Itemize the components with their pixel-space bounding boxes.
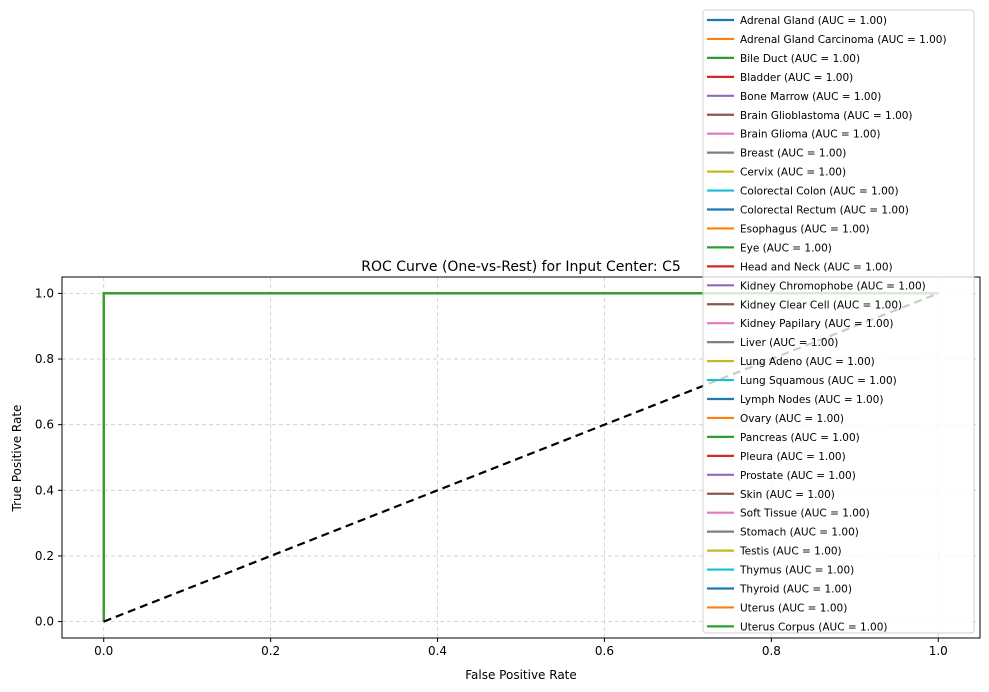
legend-label: Brain Glioma (AUC = 1.00) — [740, 129, 881, 141]
y-axis-label: True Positive Rate — [10, 405, 24, 513]
legend-entry: Uterus Corpus (AUC = 1.00) — [707, 621, 888, 633]
legend-label: Kidney Chromophobe (AUC = 1.00) — [740, 280, 926, 292]
legend-label: Eye (AUC = 1.00) — [740, 242, 832, 254]
legend-label: Thyroid (AUC = 1.00) — [739, 584, 852, 596]
legend-label: Brain Glioblastoma (AUC = 1.00) — [740, 110, 913, 122]
legend-box — [702, 9, 975, 634]
legend-entry: Adrenal Gland Carcinoma (AUC = 1.00) — [707, 34, 947, 46]
legend-label: Pleura (AUC = 1.00) — [740, 451, 846, 463]
legend-label: Soft Tissue (AUC = 1.00) — [740, 508, 870, 520]
legend-entry: Liver (AUC = 1.00) — [707, 337, 838, 349]
legend-entry: Ovary (AUC = 1.00) — [707, 413, 844, 425]
series-line-32 — [102, 292, 939, 622]
legend-entry: Lung Adeno (AUC = 1.00) — [707, 356, 875, 368]
y-tick-label: 0.8 — [35, 352, 54, 366]
x-tick-label: 0.6 — [595, 644, 614, 658]
series-lines — [102, 292, 939, 622]
legend-entry: Eye (AUC = 1.00) — [707, 242, 832, 254]
legend-label: Colorectal Colon (AUC = 1.00) — [740, 186, 899, 198]
legend-label: Stomach (AUC = 1.00) — [740, 527, 859, 539]
legend-entry: Thymus (AUC = 1.00) — [707, 565, 854, 577]
legend-entry: Breast (AUC = 1.00) — [707, 148, 846, 160]
legend-label: Thymus (AUC = 1.00) — [739, 565, 854, 577]
legend-label: Bile Duct (AUC = 1.00) — [740, 53, 860, 65]
legend-entry: Colorectal Rectum (AUC = 1.00) — [707, 205, 909, 217]
legend-entry: Pleura (AUC = 1.00) — [707, 451, 846, 463]
legend-label: Colorectal Rectum (AUC = 1.00) — [740, 205, 909, 217]
x-tick-label: 0.2 — [261, 644, 280, 658]
y-tick-label: 1.0 — [35, 286, 54, 300]
legend-entry: Adrenal Gland (AUC = 1.00) — [707, 15, 887, 27]
legend-entry: Uterus (AUC = 1.00) — [707, 602, 847, 614]
x-axis-ticks: 0.0 0.2 0.4 0.6 0.8 1.0 — [94, 638, 948, 658]
x-tick-label: 0.8 — [762, 644, 781, 658]
x-tick-label: 0.4 — [428, 644, 447, 658]
legend-entry: Stomach (AUC = 1.00) — [707, 527, 859, 539]
legend-entry: Bone Marrow (AUC = 1.00) — [707, 91, 881, 103]
legend-label: Skin (AUC = 1.00) — [740, 489, 835, 501]
legend-label: Adrenal Gland (AUC = 1.00) — [740, 15, 887, 27]
legend: Adrenal Gland (AUC = 1.00) Adrenal Gland … — [702, 9, 975, 634]
legend-label: Liver (AUC = 1.00) — [740, 337, 838, 349]
y-tick-label: 0.4 — [35, 483, 54, 497]
legend-entry: Cervix (AUC = 1.00) — [707, 167, 846, 179]
legend-entry: Head and Neck (AUC = 1.00) — [707, 261, 893, 273]
legend-entry: Thyroid (AUC = 1.00) — [707, 584, 852, 596]
legend-entry: Soft Tissue (AUC = 1.00) — [707, 508, 870, 520]
legend-entry: Brain Glioblastoma (AUC = 1.00) — [707, 110, 913, 122]
y-tick-label: 0.0 — [35, 615, 54, 629]
legend-label: Kidney Clear Cell (AUC = 1.00) — [740, 299, 902, 311]
legend-label: Bladder (AUC = 1.00) — [740, 72, 853, 84]
legend-entry: Lung Squamous (AUC = 1.00) — [707, 375, 897, 387]
legend-label: Lung Adeno (AUC = 1.00) — [740, 356, 875, 368]
x-tick-label: 1.0 — [929, 644, 948, 658]
legend-entry: Pancreas (AUC = 1.00) — [707, 432, 860, 444]
legend-entry: Kidney Chromophobe (AUC = 1.00) — [707, 280, 926, 292]
legend-label: Lung Squamous (AUC = 1.00) — [740, 375, 897, 387]
legend-entry: Skin (AUC = 1.00) — [707, 489, 835, 501]
legend-label: Head and Neck (AUC = 1.00) — [740, 261, 893, 273]
legend-entry: Brain Glioma (AUC = 1.00) — [707, 129, 881, 141]
legend-label: Uterus (AUC = 1.00) — [740, 602, 847, 614]
legend-label: Esophagus (AUC = 1.00) — [740, 223, 870, 235]
chart-title: ROC Curve (One-vs-Rest) for Input Center… — [361, 259, 681, 275]
legend-label: Pancreas (AUC = 1.00) — [740, 432, 860, 444]
legend-entry: Kidney Papilary (AUC = 1.00) — [707, 318, 893, 330]
legend-label: Adrenal Gland Carcinoma (AUC = 1.00) — [740, 34, 947, 46]
legend-entry: Prostate (AUC = 1.00) — [707, 470, 856, 482]
y-tick-label: 0.6 — [35, 418, 54, 432]
legend-label: Bone Marrow (AUC = 1.00) — [740, 91, 881, 103]
x-tick-label: 0.0 — [94, 644, 113, 658]
legend-label: Prostate (AUC = 1.00) — [740, 470, 856, 482]
y-tick-label: 0.2 — [35, 549, 54, 563]
legend-entry: Esophagus (AUC = 1.00) — [707, 223, 870, 235]
legend-entry: Bladder (AUC = 1.00) — [707, 72, 853, 84]
legend-label: Ovary (AUC = 1.00) — [740, 413, 844, 425]
legend-label: Testis (AUC = 1.00) — [739, 546, 842, 558]
legend-label: Uterus Corpus (AUC = 1.00) — [740, 621, 888, 633]
legend-label: Breast (AUC = 1.00) — [740, 148, 846, 160]
legend-entry: Testis (AUC = 1.00) — [707, 546, 842, 558]
legend-entry: Lymph Nodes (AUC = 1.00) — [707, 394, 883, 406]
y-axis-ticks: 0.0 0.2 0.4 0.6 0.8 1.0 — [35, 286, 62, 629]
x-axis-label: False Positive Rate — [465, 668, 577, 682]
legend-label: Lymph Nodes (AUC = 1.00) — [740, 394, 883, 406]
legend-entry: Colorectal Colon (AUC = 1.00) — [707, 186, 899, 198]
legend-entry: Kidney Clear Cell (AUC = 1.00) — [707, 299, 902, 311]
legend-label: Cervix (AUC = 1.00) — [740, 167, 846, 179]
plot-frame — [61, 276, 981, 639]
legend-entry: Bile Duct (AUC = 1.00) — [707, 53, 860, 65]
legend-label: Kidney Papilary (AUC = 1.00) — [740, 318, 893, 330]
